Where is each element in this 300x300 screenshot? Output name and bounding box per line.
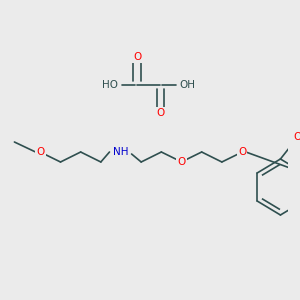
- Text: O: O: [36, 147, 44, 157]
- Text: O: O: [177, 157, 186, 167]
- Text: O: O: [294, 132, 300, 142]
- Text: OH: OH: [179, 80, 195, 90]
- Text: O: O: [156, 108, 164, 118]
- Text: HO: HO: [102, 80, 119, 90]
- Text: O: O: [133, 52, 142, 62]
- Text: NH: NH: [113, 147, 129, 157]
- Text: O: O: [238, 147, 246, 157]
